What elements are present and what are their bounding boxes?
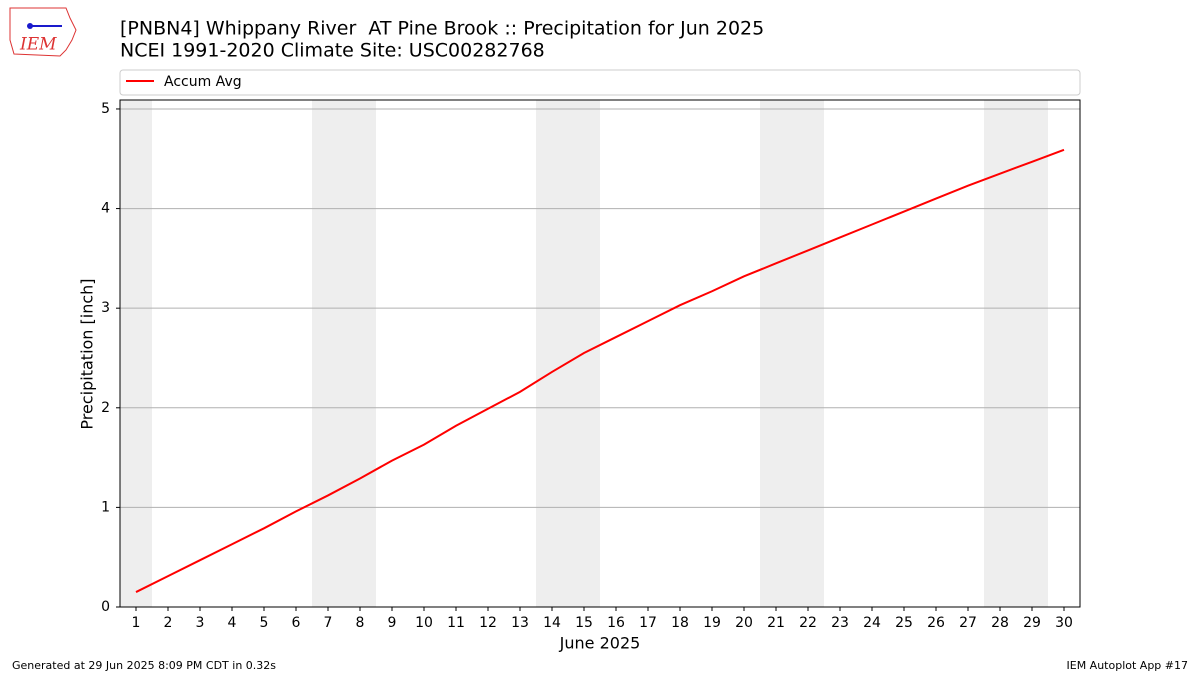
x-tick-label: 14 xyxy=(543,615,561,631)
x-tick-label: 24 xyxy=(863,615,881,631)
y-tick-label: 5 xyxy=(101,101,110,117)
x-tick-label: 23 xyxy=(831,615,849,631)
x-tick-label: 26 xyxy=(927,615,945,631)
x-tick-label: 27 xyxy=(959,615,977,631)
logo-icon xyxy=(27,23,33,29)
y-tick-label: 1 xyxy=(101,499,110,515)
x-tick-label: 8 xyxy=(356,615,365,631)
footer-left: Generated at 29 Jun 2025 8:09 PM CDT in … xyxy=(12,659,276,672)
x-tick-label: 16 xyxy=(607,615,625,631)
x-tick-label: 3 xyxy=(196,615,205,631)
x-tick-label: 19 xyxy=(703,615,721,631)
weekend-band xyxy=(984,100,1048,607)
weekend-band xyxy=(536,100,600,607)
x-tick-label: 29 xyxy=(1023,615,1041,631)
x-tick-label: 25 xyxy=(895,615,913,631)
logo-text: IEM xyxy=(19,35,57,55)
y-tick-label: 4 xyxy=(101,201,110,217)
weekend-band xyxy=(120,100,152,607)
weekend-band xyxy=(760,100,824,607)
series-line xyxy=(135,148,1065,593)
x-tick-label: 20 xyxy=(735,615,753,631)
legend-box xyxy=(119,69,1081,96)
weekend-band xyxy=(312,100,376,607)
x-tick-label: 5 xyxy=(260,615,269,631)
y-tick-label: 0 xyxy=(101,599,110,615)
y-tick-label: 3 xyxy=(101,300,110,316)
y-tick-label: 2 xyxy=(101,400,110,416)
footer-right: IEM Autoplot App #17 xyxy=(1067,659,1189,672)
x-tick-label: 7 xyxy=(324,615,333,631)
x-tick-label: 30 xyxy=(1055,615,1073,631)
x-tick-label: 15 xyxy=(575,615,593,631)
x-tick-label: 17 xyxy=(639,615,657,631)
x-tick-label: 4 xyxy=(228,615,237,631)
x-tick-label: 11 xyxy=(447,615,465,631)
x-axis-label: June 2025 xyxy=(559,634,641,653)
x-tick-label: 12 xyxy=(479,615,497,631)
x-tick-label: 9 xyxy=(388,615,397,631)
logo: IEM xyxy=(9,7,77,57)
x-tick-label: 13 xyxy=(511,615,529,631)
plot-frame xyxy=(119,99,1081,608)
x-tick-label: 22 xyxy=(799,615,817,631)
y-axis-label: Precipitation [inch] xyxy=(78,278,97,429)
x-tick-label: 1 xyxy=(132,615,141,631)
x-tick-label: 28 xyxy=(991,615,1009,631)
legend-label: Accum Avg xyxy=(164,74,242,90)
x-tick-label: 18 xyxy=(671,615,689,631)
x-tick-label: 2 xyxy=(164,615,173,631)
logo-outline xyxy=(9,7,77,57)
x-tick-label: 6 xyxy=(292,615,301,631)
chart-title: [PNBN4] Whippany River AT Pine Brook :: … xyxy=(120,18,764,40)
x-tick-label: 10 xyxy=(415,615,433,631)
chart-subtitle: NCEI 1991-2020 Climate Site: USC00282768 xyxy=(120,40,545,62)
x-tick-label: 21 xyxy=(767,615,785,631)
